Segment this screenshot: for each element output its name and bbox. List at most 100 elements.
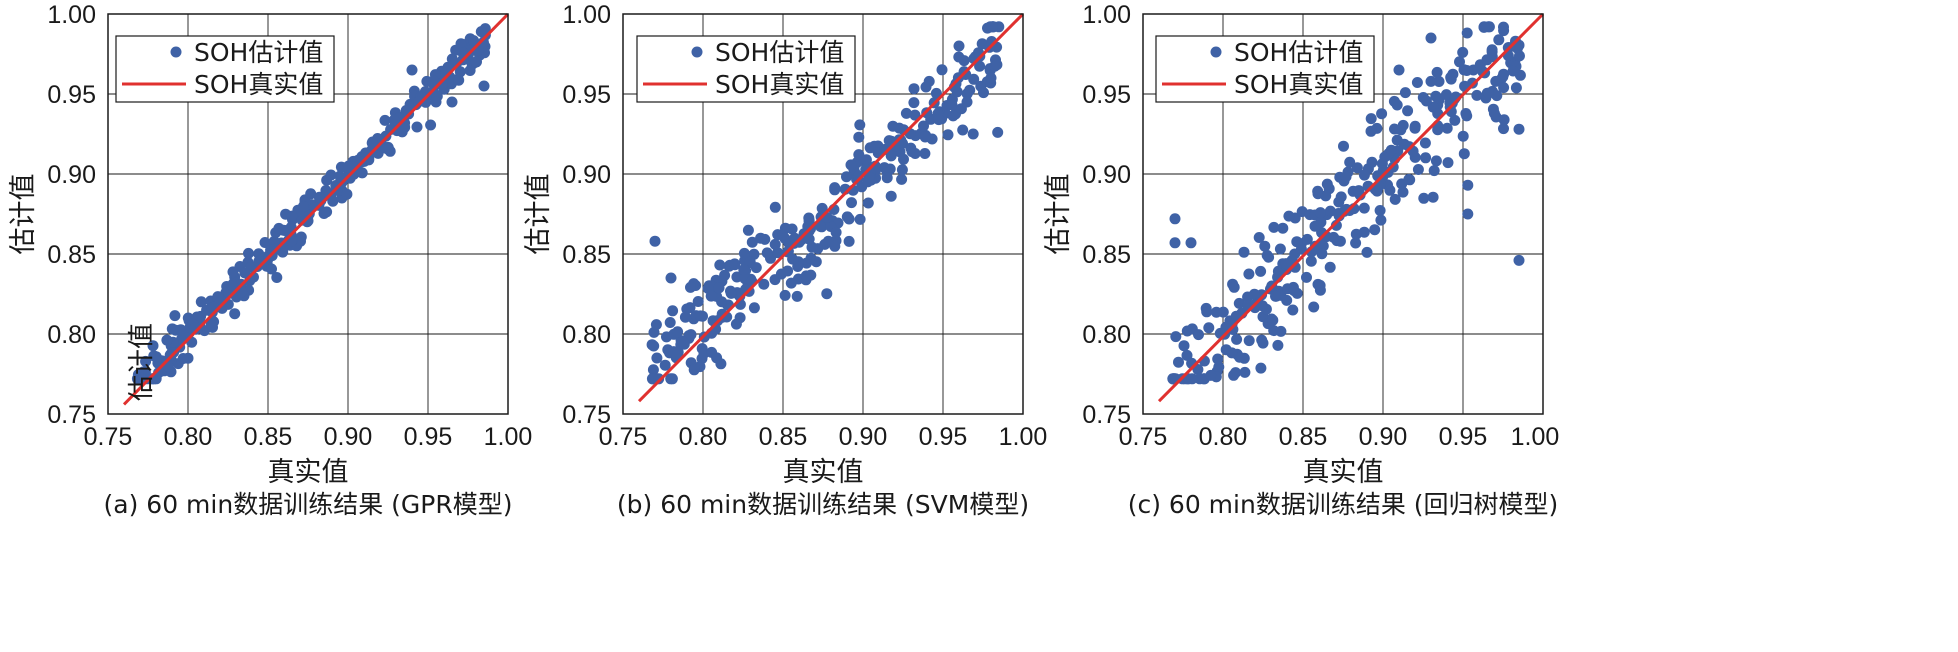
y-tick-label: 0.80 bbox=[47, 321, 96, 349]
scatter-point bbox=[1261, 249, 1273, 261]
legend-marker-points bbox=[691, 46, 703, 58]
scatter-point bbox=[854, 213, 866, 225]
scatter-point bbox=[953, 40, 965, 52]
scatter-point bbox=[1315, 216, 1327, 228]
scatter-point bbox=[946, 99, 958, 111]
scatter-point bbox=[470, 56, 482, 68]
scatter-point bbox=[1169, 237, 1181, 249]
scatter-point bbox=[761, 247, 773, 259]
scatter-point bbox=[651, 352, 663, 364]
scatter-point bbox=[1350, 228, 1362, 240]
y-tick-label: 0.95 bbox=[562, 81, 611, 109]
scatter-point bbox=[1268, 221, 1280, 233]
scatter-point bbox=[1411, 77, 1423, 88]
scatter-point bbox=[325, 169, 337, 181]
scatter-point bbox=[1490, 75, 1502, 87]
x-axis-label-c: 真实值 bbox=[1303, 457, 1384, 488]
scatter-point bbox=[1440, 89, 1452, 101]
scatter-point bbox=[779, 289, 791, 301]
scatter-point bbox=[1281, 294, 1293, 306]
y-tick-label: 0.90 bbox=[1082, 161, 1131, 189]
scatter-point bbox=[425, 119, 437, 131]
scatter-point bbox=[1376, 108, 1388, 120]
plot-frame-b bbox=[622, 13, 1024, 415]
scatter-point bbox=[843, 235, 855, 247]
scatter-point bbox=[1169, 213, 1181, 225]
scatter-point bbox=[1239, 366, 1251, 378]
panel-b: 0.75 0.80 0.85 0.90 0.95 1.00 0.75 0.80 … bbox=[523, 1, 1047, 519]
panel-c: 0.75 0.80 0.85 0.90 0.95 1.00 0.75 0.80 … bbox=[1043, 1, 1559, 519]
scatter-point bbox=[936, 64, 948, 76]
scatter-point bbox=[716, 296, 728, 308]
scatter-point bbox=[1420, 152, 1432, 164]
scatter-point bbox=[1305, 255, 1317, 267]
scatter-point bbox=[649, 235, 661, 247]
y-tick-labels-a: 0.75 0.80 0.85 0.90 0.95 1.00 bbox=[47, 1, 96, 429]
scatter-point bbox=[1374, 205, 1386, 216]
scatter-point bbox=[1397, 186, 1409, 198]
scatter-point bbox=[280, 208, 292, 220]
scatter-point bbox=[406, 64, 418, 76]
scatter-point bbox=[803, 214, 815, 226]
scatter-point bbox=[1425, 32, 1437, 44]
scatter-point bbox=[968, 73, 980, 85]
x-tick-label: 0.75 bbox=[599, 423, 648, 451]
scatter-point bbox=[919, 131, 931, 143]
scatter-point bbox=[918, 120, 929, 132]
scatter-point bbox=[1428, 165, 1440, 177]
scatter-point bbox=[334, 170, 346, 182]
scatter-point bbox=[1471, 89, 1483, 101]
scatter-point bbox=[1314, 207, 1326, 219]
x-tick-labels-b: 0.75 0.80 0.85 0.90 0.95 1.00 bbox=[599, 423, 1048, 451]
scatter-point bbox=[1442, 157, 1454, 169]
y-tick-label: 1.00 bbox=[47, 1, 96, 29]
x-tick-label: 0.75 bbox=[84, 423, 133, 451]
scatter-point bbox=[388, 114, 400, 126]
scatter-point bbox=[905, 142, 917, 154]
scatter-point bbox=[1173, 356, 1184, 368]
legend-c: SOH估计值 SOH真实值 bbox=[1155, 35, 1375, 103]
scatter-point bbox=[1226, 347, 1238, 359]
legend-marker-points bbox=[170, 46, 182, 58]
x-axis-label-a: 真实值 bbox=[268, 457, 349, 488]
scatter-point bbox=[464, 65, 476, 76]
scatter-point bbox=[446, 96, 458, 108]
scatter-point bbox=[1217, 306, 1229, 318]
scatter-point bbox=[805, 269, 817, 281]
y-tick-label: 0.75 bbox=[47, 401, 96, 429]
x-tick-label: 0.90 bbox=[324, 423, 373, 451]
scatter-point bbox=[175, 324, 187, 336]
scatter-point bbox=[295, 235, 306, 247]
scatter-point bbox=[714, 259, 726, 271]
scatter-point bbox=[1399, 87, 1411, 99]
scatter-point bbox=[1498, 114, 1510, 126]
caption-a: (a) 60 min数据训练结果 (GPR模型) bbox=[104, 490, 513, 519]
scatter-point bbox=[1365, 113, 1377, 125]
scatter-point bbox=[738, 247, 750, 259]
x-tick-label: 0.75 bbox=[1119, 423, 1168, 451]
scatter-point bbox=[729, 259, 741, 271]
scatter-point bbox=[1227, 324, 1239, 335]
caption-c: (c) 60 min数据训练结果 (回归树模型) bbox=[1128, 490, 1559, 519]
scatter-point bbox=[991, 59, 1003, 71]
scatter-point bbox=[1391, 99, 1403, 111]
scatter-point bbox=[1344, 156, 1356, 168]
y-tick-label: 1.00 bbox=[562, 1, 611, 29]
scatter-point bbox=[297, 201, 309, 212]
x-tick-label: 0.90 bbox=[1359, 423, 1408, 451]
legend-box-a bbox=[115, 35, 335, 103]
scatter-point bbox=[379, 114, 391, 126]
scatter-point bbox=[1461, 65, 1473, 76]
x-tick-label: 1.00 bbox=[1511, 423, 1560, 451]
scatter-point bbox=[205, 319, 217, 331]
scatter-point bbox=[1233, 297, 1245, 309]
scatter-point bbox=[454, 66, 466, 78]
scatter-point bbox=[711, 352, 723, 364]
scatter-point bbox=[1255, 362, 1267, 374]
scatter-point bbox=[1283, 210, 1295, 222]
scatter-point bbox=[1228, 369, 1240, 381]
scatter-point bbox=[960, 69, 972, 80]
scatter-point bbox=[967, 128, 979, 140]
y-tick-label: 1.00 bbox=[1082, 1, 1131, 29]
scatter-point bbox=[650, 319, 662, 331]
